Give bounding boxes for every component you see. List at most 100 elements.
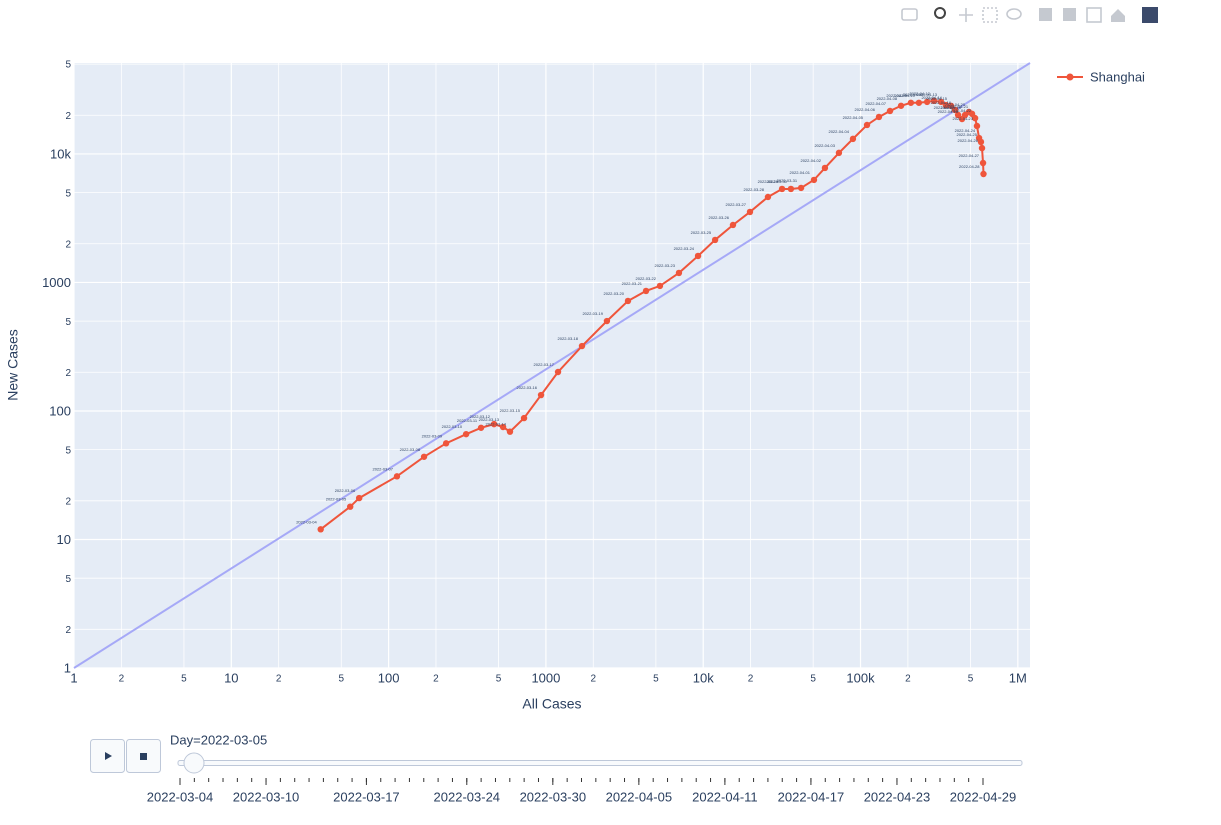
x-tick-label: 5 bbox=[810, 674, 816, 685]
legend[interactable]: Shanghai bbox=[1057, 69, 1145, 84]
x-tick-label: 2 bbox=[748, 674, 754, 685]
point-label: 2022-03-29 bbox=[758, 179, 779, 184]
y-tick-label: 10k bbox=[50, 146, 71, 161]
point bbox=[821, 164, 829, 172]
point-label: 2022-04-02 bbox=[800, 158, 821, 163]
y-tick-label: 10 bbox=[57, 532, 71, 547]
box-select-button[interactable] bbox=[982, 7, 998, 23]
point-label: 2022-03-15 bbox=[500, 408, 521, 413]
slider-tick-label: 2022-03-17 bbox=[333, 789, 400, 804]
pan-button[interactable] bbox=[959, 8, 973, 22]
point-label: 2022-03-27 bbox=[726, 202, 747, 207]
point-label: 2022-03-06 bbox=[335, 488, 356, 493]
point-label: 2022-03-05 bbox=[326, 497, 347, 502]
point-label: 2022-04-14 bbox=[921, 95, 942, 100]
point-label: 2022-04-07 bbox=[866, 101, 887, 106]
lasso-button[interactable] bbox=[1006, 8, 1022, 20]
y-tick-label: 2 bbox=[65, 625, 71, 636]
point-label: 2022-03-25 bbox=[691, 230, 712, 235]
point-label: 2022-04-24 bbox=[955, 128, 976, 133]
point bbox=[778, 185, 786, 193]
point-label: 2022-04-18 bbox=[938, 109, 959, 114]
y-tick-label: 100 bbox=[49, 403, 71, 418]
point bbox=[554, 368, 562, 376]
plotly-logo[interactable] bbox=[1142, 7, 1158, 23]
point-label: 2022-03-10 bbox=[442, 424, 463, 429]
point-label: 2022-04-03 bbox=[814, 143, 835, 148]
point-label: 2022-04-04 bbox=[828, 129, 849, 134]
point bbox=[442, 440, 450, 447]
reset-button[interactable] bbox=[1111, 9, 1125, 22]
point-label: 2022-03-07 bbox=[372, 466, 393, 471]
plot: 2022-03-04 2022-03-05 2022-03-06 2022-03-07… bbox=[73, 62, 1031, 669]
x-tick-label: 10 bbox=[224, 670, 238, 685]
point bbox=[971, 114, 979, 122]
y-tick-label: 5 bbox=[65, 445, 71, 456]
point bbox=[942, 101, 950, 109]
point-label: 2022-04-16 bbox=[931, 100, 952, 105]
point bbox=[420, 453, 428, 460]
toolbar bbox=[901, 7, 1158, 23]
x-tick-label: 5 bbox=[338, 674, 344, 685]
point bbox=[694, 252, 702, 260]
point-label: 2022-03-31 bbox=[777, 178, 798, 183]
point bbox=[746, 208, 754, 216]
x-tick-label: 5 bbox=[968, 674, 974, 685]
point bbox=[947, 102, 955, 109]
point bbox=[863, 121, 871, 129]
point-label: 2022-04-09 bbox=[886, 93, 907, 98]
slider-knob[interactable] bbox=[183, 752, 205, 774]
slider-tick-label: 2022-04-11 bbox=[692, 789, 758, 804]
zoom-button[interactable] bbox=[934, 7, 946, 19]
point-label: 2022-04-11 bbox=[903, 92, 924, 97]
x-tick-label: 10k bbox=[693, 670, 714, 685]
play-icon bbox=[105, 752, 112, 760]
slider-track bbox=[177, 760, 1023, 766]
point-label: 2022-03-12 bbox=[470, 414, 491, 419]
point bbox=[980, 170, 987, 178]
point-label: 2022-04-12 bbox=[909, 91, 930, 96]
point-label: 2022-04-27 bbox=[959, 153, 980, 158]
slider-tick-label: 2022-04-17 bbox=[778, 789, 845, 804]
slider-tick-label: 2022-03-24 bbox=[434, 789, 501, 804]
point-label: 2022-03-28 bbox=[744, 187, 765, 192]
point-label: 2022-04-01 bbox=[790, 170, 811, 175]
zoom-out-button[interactable] bbox=[1063, 8, 1076, 21]
zoom-in-button[interactable] bbox=[1039, 8, 1052, 21]
camera-button[interactable] bbox=[901, 8, 918, 21]
point bbox=[537, 391, 545, 399]
point bbox=[797, 184, 805, 192]
point-label: 2022-03-14 bbox=[486, 422, 507, 427]
x-tick-label: 2 bbox=[590, 674, 596, 685]
y-tick-label: 5 bbox=[65, 188, 71, 199]
point bbox=[937, 98, 945, 106]
point bbox=[578, 342, 586, 350]
point bbox=[764, 193, 772, 201]
point-label: 2022-04-28 bbox=[959, 164, 980, 169]
y-tick-label: 2 bbox=[65, 368, 71, 379]
x-tick-label: 100k bbox=[846, 670, 875, 685]
point bbox=[711, 236, 719, 244]
point bbox=[462, 430, 470, 438]
point-label: 2022-04-19 bbox=[941, 105, 962, 110]
point-label: 2022-04-21 bbox=[948, 104, 969, 109]
x-tick-label: 5 bbox=[653, 674, 659, 685]
slider-tick-label: 2022-03-10 bbox=[233, 789, 300, 804]
point bbox=[954, 111, 962, 119]
point-label: 2022-04-06 bbox=[855, 107, 876, 112]
point-label: 2022-04-23 bbox=[953, 116, 974, 121]
autoscale-button[interactable] bbox=[1086, 7, 1102, 23]
point bbox=[977, 138, 985, 146]
animation-controls bbox=[90, 739, 161, 773]
point-label: 2022-04-08 bbox=[877, 96, 898, 101]
x-tick-label: 2 bbox=[276, 674, 282, 685]
y-tick-label: 1 bbox=[64, 660, 71, 675]
point-label: 2022-03-24 bbox=[674, 246, 695, 251]
point-label: 2022-03-09 bbox=[422, 433, 443, 438]
slider-tick-label: 2022-04-29 bbox=[950, 789, 1017, 804]
y-tick-label: 1000 bbox=[42, 275, 71, 290]
point-label: 2022-03-26 bbox=[709, 215, 730, 220]
point bbox=[897, 102, 905, 109]
